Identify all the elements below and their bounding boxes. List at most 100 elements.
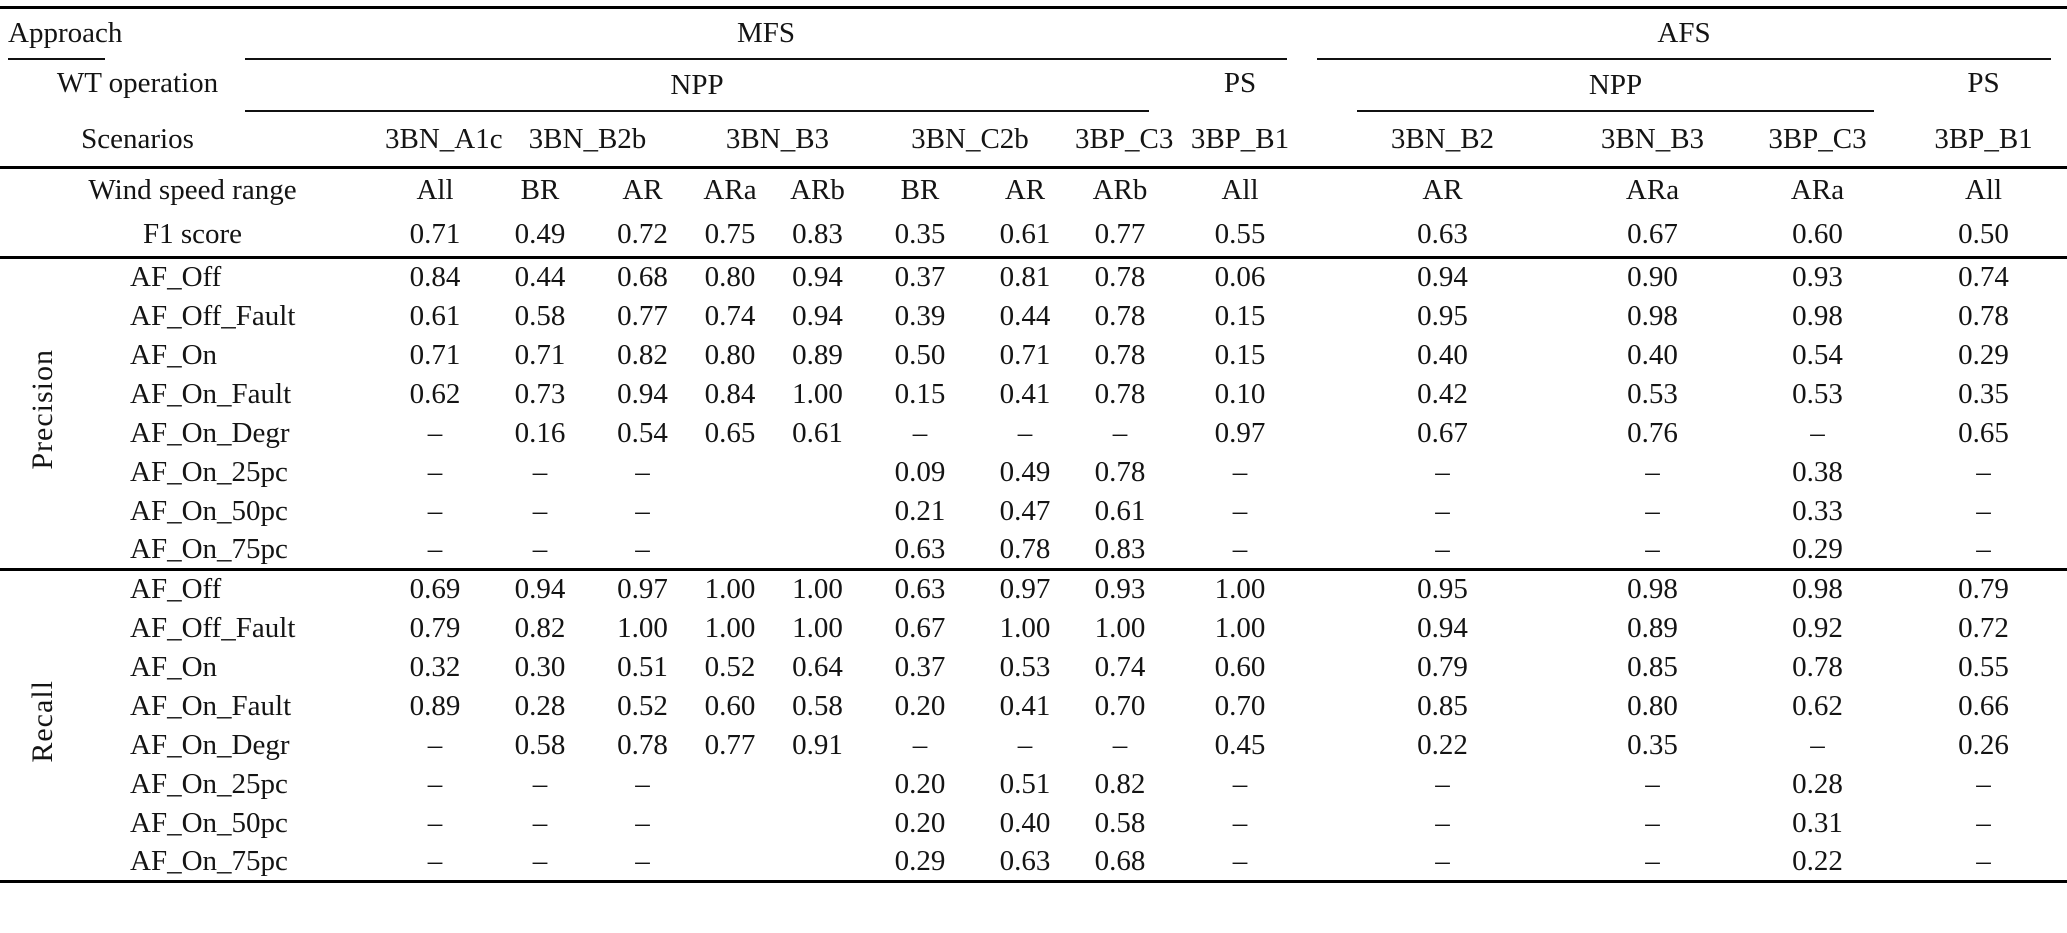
cell-value: 0.42	[1417, 377, 1468, 410]
row-label: AF_On	[130, 650, 218, 683]
cell-value: 1.00	[617, 611, 668, 644]
cell-value: –	[385, 842, 485, 883]
cell-value	[770, 453, 865, 492]
cell-value: 0.80	[704, 338, 756, 371]
cell-value: 0.89	[792, 338, 843, 371]
cell-value: 0.98	[1627, 573, 1678, 606]
cell-value: 0.84	[409, 261, 461, 294]
cell-value: 0.67	[894, 611, 946, 644]
table-header: Approach MFS AFS WT operation NPP PS NPP…	[0, 8, 2067, 169]
cell-value: 0.92	[1792, 611, 1843, 644]
table-row: AF_On_25pc – – – 0.09 0.49 0.78 – – – 0.38 –	[0, 453, 2067, 492]
cell-value: 0.68	[617, 261, 668, 294]
mfs-npp-label: NPP	[670, 68, 724, 101]
cell-value: 0.63	[894, 573, 946, 606]
cell-value: 0.61	[409, 299, 461, 332]
cell-value: –	[1165, 842, 1315, 883]
table-body: Wind speed range All BR AR ARa ARb BR AR ARb All A…	[0, 168, 2067, 883]
cell-value: 0.78	[1792, 650, 1843, 683]
cell-value: –	[1976, 455, 1991, 488]
row-label: AF_Off	[130, 573, 222, 606]
cell-value: BR	[900, 174, 940, 207]
cell-value: 0.78	[1094, 299, 1146, 332]
cell-value: 0.74	[704, 299, 756, 332]
cell-value: 0.38	[1792, 455, 1843, 488]
cell-value: 0.21	[894, 494, 946, 527]
scenario-header: 3BP_C3	[1075, 111, 1173, 169]
table-row: AF_Off_Fault 0.61 0.58 0.77 0.74 0.94 0.39 0.44…	[0, 297, 2067, 336]
cell-value: 0.82	[1094, 767, 1146, 800]
cell-value: 0.29	[865, 842, 975, 883]
page: Approach MFS AFS WT operation NPP PS NPP…	[0, 6, 2067, 883]
cell-value: 0.97	[1214, 416, 1266, 449]
cell-value: –	[1645, 806, 1660, 839]
cell-value: BR	[520, 174, 560, 207]
scenario-header: 3BN_B2b	[485, 111, 690, 169]
approach-label: Approach	[8, 16, 123, 49]
approach-row: Approach MFS AFS	[0, 8, 2067, 60]
cell-value: –	[427, 494, 443, 527]
cell-value: 0.51	[999, 767, 1051, 800]
cell-value: 0.74	[1958, 261, 2009, 294]
cell-value: 0.78	[1094, 455, 1146, 488]
scenarios-row-label: Scenarios	[0, 111, 385, 169]
cell-value: –	[1570, 842, 1735, 883]
cell-value: 0.50	[894, 338, 946, 371]
cell-value: –	[485, 842, 595, 883]
cell-value: –	[427, 767, 443, 800]
cell-value: –	[385, 530, 485, 571]
cell-value: 0.47	[999, 494, 1051, 527]
row-label: AF_On_Degr	[130, 728, 290, 761]
cell-value: 0.98	[1627, 299, 1678, 332]
cell-value: 1.00	[792, 611, 843, 644]
cell-value: –	[1232, 806, 1248, 839]
cell-value: 0.91	[792, 728, 843, 761]
cell-value: 0.70	[1094, 689, 1146, 722]
cell-value: –	[595, 842, 690, 883]
cell-value: 0.58	[514, 299, 566, 332]
row-label: AF_On_Fault	[130, 689, 292, 722]
scenarios-row: Scenarios 3BN_A1c 3BN_B2b 3BN_B3 3BN_C2b…	[0, 111, 2067, 169]
cell-value: 0.61	[792, 416, 843, 449]
table-row: AF_On 0.32 0.30 0.51 0.52 0.64 0.37 0.53 0.74 0.6…	[0, 648, 2067, 687]
cell-value: 0.94	[514, 573, 566, 606]
cell-value: 0.60	[1735, 212, 1900, 259]
section-label-cell: Recall	[0, 569, 85, 883]
cell-value: 0.67	[1570, 212, 1735, 259]
row-label: AF_On_75pc	[85, 530, 385, 571]
cell-value: 0.31	[1792, 806, 1843, 839]
mfs-npp-header: NPP	[245, 60, 1165, 112]
table-row: AF_On_Fault 0.62 0.73 0.94 0.84 1.00 0.15 0.41 0…	[0, 375, 2067, 414]
cell-value: 0.95	[1417, 299, 1468, 332]
row-label: AF_Off_Fault	[130, 611, 296, 644]
row-label: AF_On_25pc	[130, 767, 288, 800]
cell-value: –	[532, 455, 548, 488]
mfs-group-header: MFS	[245, 8, 1315, 60]
cell-value: 0.93	[1792, 261, 1843, 294]
cell-value: 0.94	[792, 299, 843, 332]
row-label: AF_On_Degr	[130, 416, 290, 449]
wt-operation-row: WT operation NPP PS NPP PS	[0, 60, 2067, 112]
cell-value: 0.64	[792, 650, 843, 683]
cell-value: –	[1315, 842, 1570, 883]
cell-value: 0.76	[1627, 416, 1678, 449]
cell-value: ARa	[703, 174, 757, 207]
section-title: Precision	[25, 349, 59, 470]
cell-value: 0.94	[792, 261, 843, 294]
row-label: AF_Off_Fault	[130, 299, 296, 332]
cell-value: –	[1570, 530, 1735, 571]
cell-value: 0.83	[1075, 530, 1165, 571]
cell-value: –	[635, 806, 650, 839]
cell-value: 0.82	[514, 611, 566, 644]
row-label: AF_On_Fault	[130, 377, 292, 410]
cell-value: –	[427, 416, 443, 449]
cell-value: 1.00	[1094, 611, 1146, 644]
cell-value: 0.71	[514, 338, 566, 371]
cell-value: 0.94	[617, 377, 668, 410]
cell-value: 0.63	[1315, 212, 1570, 259]
cell-value: 0.53	[1627, 377, 1678, 410]
cell-value: All	[1964, 174, 2003, 207]
cell-value: 0.63	[975, 842, 1075, 883]
row-label: AF_On	[130, 338, 218, 371]
cell-value: 0.49	[485, 212, 595, 259]
